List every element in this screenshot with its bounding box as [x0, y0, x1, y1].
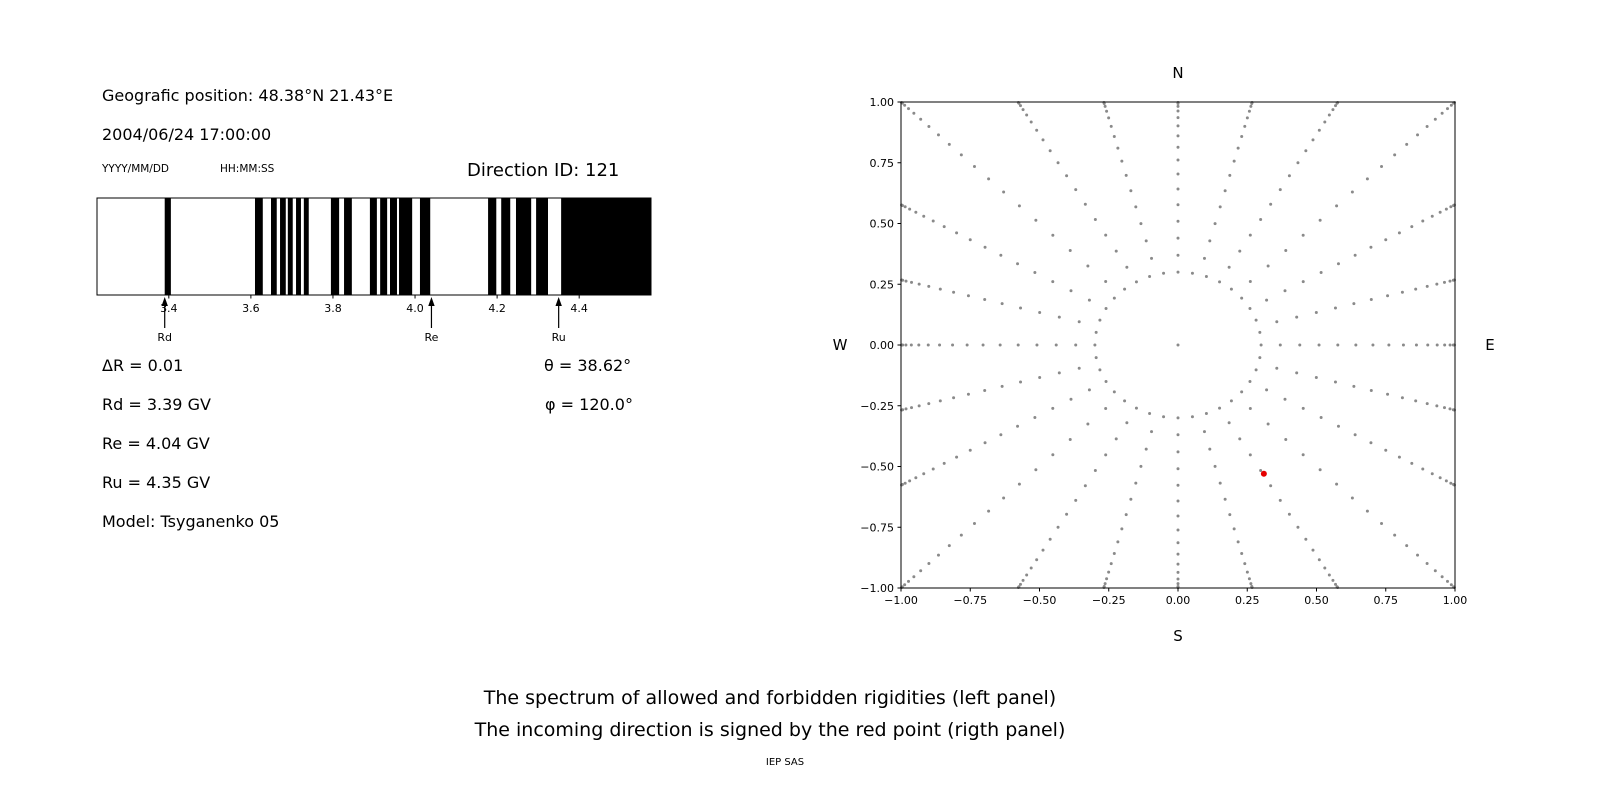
svg-text:−0.75: −0.75 — [953, 594, 987, 607]
svg-text:3.6: 3.6 — [242, 302, 260, 315]
svg-text:4.2: 4.2 — [488, 302, 506, 315]
rd-value: Rd = 3.39 GV — [102, 395, 211, 414]
svg-text:0.75: 0.75 — [870, 157, 895, 170]
svg-text:Re: Re — [424, 331, 438, 344]
direction-id-label: Direction ID: 121 — [467, 160, 620, 181]
svg-text:−0.75: −0.75 — [860, 521, 894, 534]
rigidity-spectrum-chart: 3.4 3.6 3.8 4.0 4.2 4.4Rd Re Ru — [96, 197, 652, 344]
svg-text:Rd: Rd — [157, 331, 172, 344]
compass-east-label: E — [1485, 336, 1494, 354]
svg-text:0.25: 0.25 — [870, 278, 895, 291]
caption-line-2: The incoming direction is signed by the … — [474, 719, 1066, 741]
spectrum-frame — [96, 197, 652, 296]
compass-north-label: N — [1172, 64, 1183, 82]
theta-value: θ = 38.62° — [544, 356, 632, 375]
direction-scatter-chart: −1.00−1.00 −0.75 −0.75 −0.50 −0.50 −0.25 −0.25… — [833, 64, 1495, 645]
svg-text:0.50: 0.50 — [1304, 594, 1329, 607]
scatter-axes: −1.00−1.00 −0.75 −0.75 −0.50 −0.50 −0.25 −0.25… — [860, 96, 1467, 607]
svg-text:−0.50: −0.50 — [1023, 594, 1057, 607]
cutoff-markers: Rd Re Ru — [157, 297, 566, 344]
svg-text:4.4: 4.4 — [570, 302, 588, 315]
model-name: Model: Tsyganenko 05 — [102, 512, 280, 531]
svg-text:−0.50: −0.50 — [860, 461, 894, 474]
ru-value: Ru = 4.35 GV — [102, 473, 211, 492]
spectrum-axis: 3.4 3.6 3.8 4.0 4.2 4.4 — [160, 295, 588, 315]
svg-text:−0.25: −0.25 — [860, 400, 894, 413]
svg-text:0.50: 0.50 — [870, 218, 895, 231]
compass-west-label: W — [833, 336, 848, 354]
re-value: Re = 4.04 GV — [102, 434, 210, 453]
svg-text:Ru: Ru — [552, 331, 566, 344]
red-incoming-direction-point — [1260, 470, 1267, 477]
credit-label: IEP SAS — [765, 757, 805, 768]
delta-r-value: ΔR = 0.01 — [102, 356, 184, 375]
svg-text:0.00: 0.00 — [870, 339, 895, 352]
svg-text:1.00: 1.00 — [870, 96, 895, 109]
svg-text:−1.00: −1.00 — [860, 582, 894, 595]
svg-text:−1.00: −1.00 — [884, 594, 918, 607]
phi-value: φ = 120.0° — [545, 395, 633, 414]
svg-text:0.25: 0.25 — [1235, 594, 1260, 607]
svg-text:3.8: 3.8 — [324, 302, 342, 315]
compass-south-label: S — [1173, 627, 1183, 645]
svg-text:4.0: 4.0 — [406, 302, 424, 315]
geographic-position: Geografic position: 48.38°N 21.43°E — [102, 86, 394, 105]
svg-text:−0.25: −0.25 — [1092, 594, 1126, 607]
svg-text:1.00: 1.00 — [1443, 594, 1468, 607]
datetime-value: 2004/06/24 17:00:00 — [102, 125, 272, 144]
time-format-label: HH:MM:SS — [220, 163, 275, 175]
date-format-label: YYYY/MM/DD — [102, 163, 170, 175]
direction-grid-dots — [900, 100, 1456, 590]
compass-labels: N S W E — [833, 64, 1495, 645]
spectrum-bars — [164, 198, 651, 295]
svg-text:0.00: 0.00 — [1166, 594, 1191, 607]
caption-line-1: The spectrum of allowed and forbidden ri… — [483, 687, 1057, 709]
svg-text:0.75: 0.75 — [1374, 594, 1399, 607]
